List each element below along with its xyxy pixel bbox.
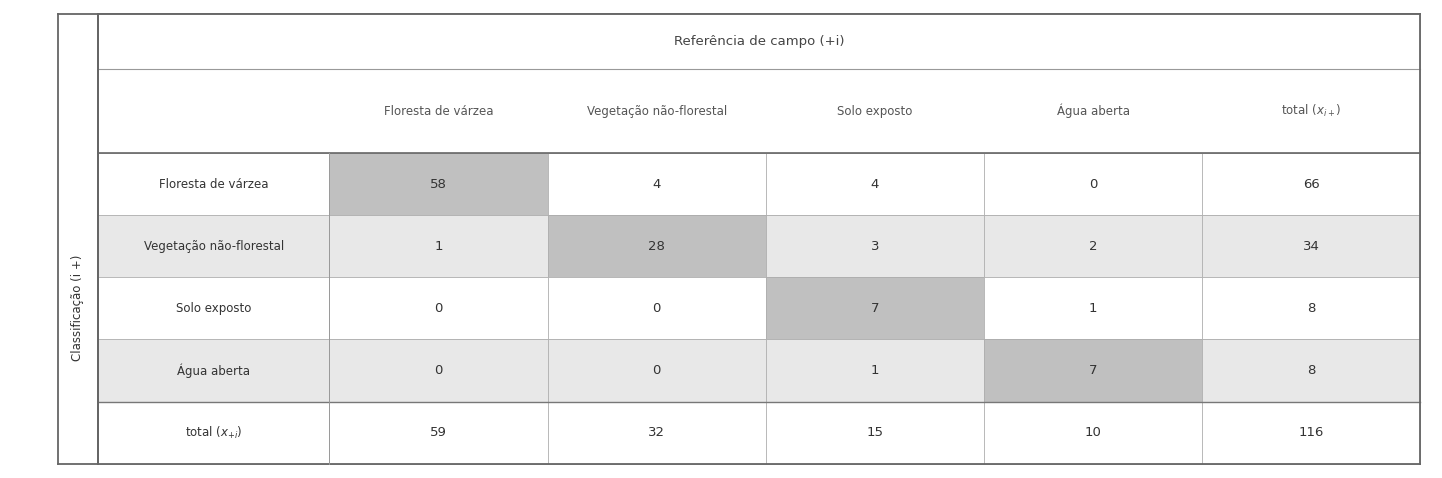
Text: total $(x_{+i})$: total $(x_{+i})$: [185, 424, 242, 441]
Text: 66: 66: [1304, 177, 1319, 191]
Text: 59: 59: [430, 426, 447, 439]
Text: Floresta de várzea: Floresta de várzea: [159, 177, 268, 191]
Text: 2: 2: [1089, 239, 1097, 253]
Text: 8: 8: [1306, 364, 1315, 377]
Text: 8: 8: [1306, 302, 1315, 315]
Text: 7: 7: [1089, 364, 1097, 377]
Text: Solo exposto: Solo exposto: [176, 302, 251, 315]
Text: 0: 0: [434, 302, 443, 315]
Text: 1: 1: [434, 239, 443, 253]
Text: 4: 4: [871, 177, 880, 191]
Text: 7: 7: [871, 302, 880, 315]
Text: 0: 0: [653, 364, 660, 377]
Text: 34: 34: [1302, 239, 1319, 253]
Text: Água aberta: Água aberta: [1057, 104, 1129, 119]
Text: 116: 116: [1299, 426, 1324, 439]
Text: Classificação (i +): Classificação (i +): [71, 255, 85, 361]
Text: 10: 10: [1084, 426, 1102, 439]
Text: 0: 0: [434, 364, 443, 377]
Text: 32: 32: [649, 426, 665, 439]
Text: total $(x_{i+})$: total $(x_{i+})$: [1280, 103, 1341, 119]
Text: 3: 3: [871, 239, 880, 253]
Text: 1: 1: [871, 364, 880, 377]
Text: 28: 28: [649, 239, 665, 253]
Text: Água aberta: Água aberta: [177, 363, 251, 378]
Text: Referência de campo (+i): Referência de campo (+i): [673, 35, 845, 48]
Text: 4: 4: [653, 177, 660, 191]
Text: 15: 15: [867, 426, 884, 439]
Text: 0: 0: [653, 302, 660, 315]
Text: Floresta de várzea: Floresta de várzea: [384, 105, 493, 118]
Text: 58: 58: [430, 177, 447, 191]
Text: 1: 1: [1089, 302, 1097, 315]
Text: 0: 0: [1089, 177, 1097, 191]
Text: Vegetação não-florestal: Vegetação não-florestal: [587, 105, 727, 118]
Text: Solo exposto: Solo exposto: [838, 105, 913, 118]
Text: Vegetação não-florestal: Vegetação não-florestal: [144, 239, 284, 253]
